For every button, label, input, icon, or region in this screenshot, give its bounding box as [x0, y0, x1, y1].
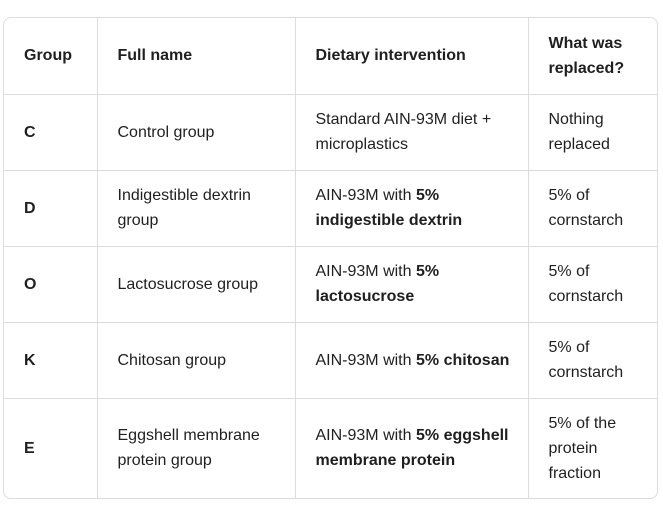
replaced-cell: 5% of cornstarch — [528, 170, 657, 247]
group-cell: O — [4, 246, 98, 323]
table-row: E Eggshell membrane protein group AIN-93M … — [4, 398, 657, 498]
intervention-bold: 5% lactosucrose — [315, 263, 440, 305]
group-cell: K — [4, 322, 98, 399]
table-row: C Control group Standard AIN-93M diet + mi… — [4, 94, 657, 171]
table-container: Group Full name Dietary intervention What w… — [3, 17, 658, 499]
intervention-cell: AIN-93M with 5% chitosan — [295, 322, 529, 399]
table-header: Group Full name Dietary intervention What w… — [4, 18, 657, 95]
intervention-bold: 5% eggshell membrane protein — [315, 427, 509, 470]
table-row: K Chitosan group AIN-93M with 5% chitosan 5%… — [4, 322, 657, 399]
intervention-text: AIN-93M with — [315, 351, 412, 369]
full-name-cell: Control group — [97, 94, 296, 171]
group-cell: C — [4, 94, 98, 171]
full-name-cell: Lactosucrose group — [97, 246, 296, 323]
column-header: Group — [4, 18, 98, 95]
header-row: Group Full name Dietary intervention What w… — [4, 18, 657, 95]
table: Group Full name Dietary intervention What w… — [4, 18, 657, 498]
intervention-bold: 5% chitosan — [416, 351, 510, 369]
column-header: What was replaced? — [528, 18, 657, 95]
table-row: D Indigestible dextrin group AIN-93M with 5… — [4, 170, 657, 247]
intervention-text: AIN-93M with — [315, 427, 412, 445]
table-body: C Control group Standard AIN-93M diet + mi… — [4, 94, 657, 498]
intervention-bold: 5% indigestible dextrin — [315, 187, 463, 229]
full-name-cell: Chitosan group — [97, 322, 296, 399]
full-name-cell: Indigestible dextrin group — [97, 170, 296, 247]
replaced-cell: 5% of cornstarch — [528, 322, 657, 399]
intervention-text: AIN-93M with — [315, 263, 412, 280]
intervention-text: AIN-93M with — [315, 187, 412, 204]
column-header: Full name — [97, 18, 296, 95]
column-header: Dietary intervention — [295, 18, 529, 95]
table-row: O Lactosucrose group AIN-93M with 5% lactos… — [4, 246, 657, 323]
full-name-cell: Eggshell membrane protein group — [97, 398, 296, 498]
replaced-cell: Nothing replaced — [528, 94, 657, 171]
intervention-cell: AIN-93M with 5% eggshell membrane protein — [295, 398, 529, 498]
replaced-cell: 5% of the protein fraction — [548, 414, 617, 482]
replaced-cell: 5% of cornstarch — [528, 246, 657, 323]
group-cell: E — [4, 398, 98, 498]
group-cell: D — [4, 170, 98, 247]
intervention-text: Standard AIN-93M diet + microplastics — [315, 111, 492, 153]
intervention-cell: AIN-93M with 5% lactosucrose — [295, 246, 529, 323]
intervention-cell: Standard AIN-93M diet + microplastics — [295, 94, 529, 171]
intervention-cell: AIN-93M with 5% indigestible dextrin — [295, 170, 529, 247]
